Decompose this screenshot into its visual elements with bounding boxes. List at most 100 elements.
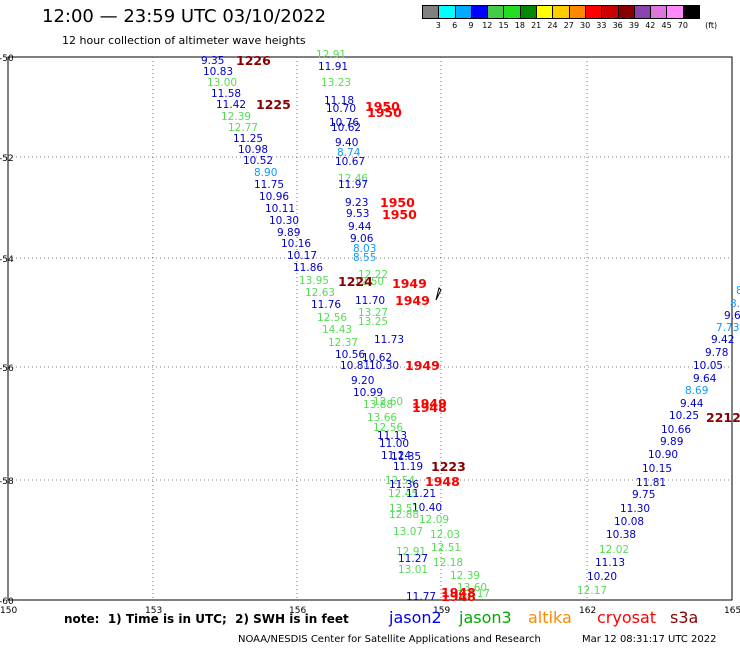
swh-value-label: 12.18 [433, 557, 463, 569]
swh-value-label: 11.36 [389, 479, 419, 491]
swh-value-label: 10.66 [661, 424, 691, 436]
swh-value-label: 10.15 [642, 463, 672, 475]
swh-value-label: 10.83 [203, 66, 233, 78]
swh-value-label: 9.44 [680, 398, 704, 410]
time-label: 1949 [392, 276, 427, 291]
swh-value-label: 11.35 [391, 451, 421, 463]
lon-tick-label: 165 [724, 606, 740, 616]
swh-value-label: 13.95 [299, 275, 329, 287]
swh-value-label: 10.30 [369, 360, 399, 372]
swh-value-label: 8.55 [353, 252, 376, 264]
swh-value-label: 11.00 [379, 438, 409, 450]
map-frame [7, 56, 733, 601]
swh-value-label: 8 [736, 285, 740, 297]
swh-value-label: 11.18 [324, 95, 354, 107]
time-label: 1949 [405, 358, 440, 373]
lon-tick-label: 156 [289, 606, 306, 616]
swh-value-label: 10.17 [287, 250, 317, 262]
note-text: note: 1) Time is in UTC; 2) SWH is in fe… [64, 612, 349, 626]
swh-value-label: 11.76 [311, 299, 341, 311]
swh-value-label: 10.62 [331, 122, 361, 134]
swh-value-label: 10.62 [362, 352, 392, 364]
swh-value-label: 9.23 [345, 197, 368, 209]
time-label: 1950 [367, 105, 402, 120]
swh-value-label: 11.13 [595, 557, 625, 569]
swh-value-label: 8. [730, 298, 740, 310]
swh-value-label: 13.27 [358, 307, 388, 319]
page-title: 12:00 — 23:59 UTC 03/10/2022 [42, 6, 327, 27]
time-label: 1225 [256, 97, 291, 112]
swh-value-label: 12.17 [460, 588, 490, 600]
swh-value-label: 10.20 [587, 571, 617, 583]
swh-value-label: 10.56 [335, 349, 365, 361]
swh-value-label: 8.74 [337, 147, 361, 159]
swh-value-label: 9.42 [711, 334, 734, 346]
lat-tick-label: -52 [0, 154, 14, 164]
swh-value-label: 10.30 [269, 215, 299, 227]
swh-value-label: 11.81 [636, 477, 666, 489]
swh-value-label: 10.11 [265, 203, 295, 215]
swh-value-label: 11.30 [620, 503, 650, 515]
swh-value-label: 9.40 [335, 137, 358, 149]
time-label: 1948 [441, 589, 476, 604]
swh-value-label: 9.53 [346, 208, 369, 220]
credit-text: NOAA/NESDIS Center for Satellite Applica… [238, 634, 541, 645]
swh-value-label: 12.56 [373, 422, 403, 434]
swh-value-label: 11.70 [355, 295, 385, 307]
swh-value-label: 11.42 [216, 99, 246, 111]
lon-tick-label: 150 [0, 606, 17, 616]
time-label: 1949 [395, 293, 430, 308]
time-label: 1950 [380, 195, 415, 210]
swh-value-label: 12.51 [431, 542, 461, 554]
swh-value-label: 12.91 [316, 49, 346, 61]
swh-value-label: 10.98 [238, 144, 268, 156]
swh-value-label: 11.21 [406, 488, 436, 500]
swh-value-label: 9.6 [724, 310, 740, 322]
swh-value-label: 9.35 [201, 55, 224, 67]
lon-tick-label: 153 [145, 606, 162, 616]
swh-value-label: 12.91 [396, 546, 426, 558]
swh-value-label: 7.73 [716, 322, 739, 334]
color-scale-tick-label: 70 [677, 21, 688, 30]
lon-tick-label: 162 [579, 606, 596, 616]
swh-value-label: 10.38 [606, 529, 636, 541]
swh-value-label: 10.40 [412, 502, 442, 514]
swh-value-label: 11.86 [293, 262, 323, 274]
swh-value-label: 11.24 [381, 450, 411, 462]
swh-value-label: 12.54 [385, 475, 415, 487]
swh-value-label: 12.22 [358, 269, 388, 281]
color-scale-bar [422, 5, 701, 19]
swh-value-label: 12.56 [317, 312, 347, 324]
time-label: 1948 [441, 585, 476, 600]
lat-tick-label: -60 [0, 597, 14, 607]
swh-value-label: 9.75 [632, 489, 655, 501]
swh-value-label: 10.70 [326, 103, 356, 115]
time-label: 1223 [431, 459, 466, 474]
swh-value-label: 11.75 [254, 179, 284, 191]
swh-value-label: 14.43 [322, 324, 352, 336]
lat-tick-label: -58 [0, 477, 14, 487]
time-label: 1948 [425, 474, 460, 489]
swh-value-label: 13.25 [358, 316, 388, 328]
swh-value-label: 13.00 [207, 77, 237, 89]
swh-value-label: 12.37 [328, 337, 358, 349]
swh-value-label: 10.67 [335, 156, 365, 168]
lat-tick-label: -54 [0, 255, 14, 265]
satellite-legend-item: jason2 [389, 608, 442, 627]
swh-value-label: 9.89 [277, 227, 300, 239]
swh-value-label: 12.60 [373, 396, 403, 408]
color-scale-unit: (ft) [705, 21, 718, 30]
swh-value-label: 10.08 [614, 516, 644, 528]
timestamp-text: Mar 12 08:31:17 UTC 2022 [582, 634, 717, 645]
color-scale-tick-label: 21 [531, 21, 542, 30]
time-label: 1950 [365, 99, 400, 114]
swh-value-label: 12.63 [305, 287, 335, 299]
swh-value-label: 13.88 [363, 399, 393, 411]
color-scale-tick-label: 42 [645, 21, 656, 30]
swh-value-label: 8.90 [254, 167, 277, 179]
lon-tick-label: 159 [433, 606, 450, 616]
color-scale-tick-label: 6 [452, 21, 458, 30]
swh-value-label: 11.77 [406, 591, 436, 603]
swh-value-label: 12.39 [221, 111, 251, 123]
